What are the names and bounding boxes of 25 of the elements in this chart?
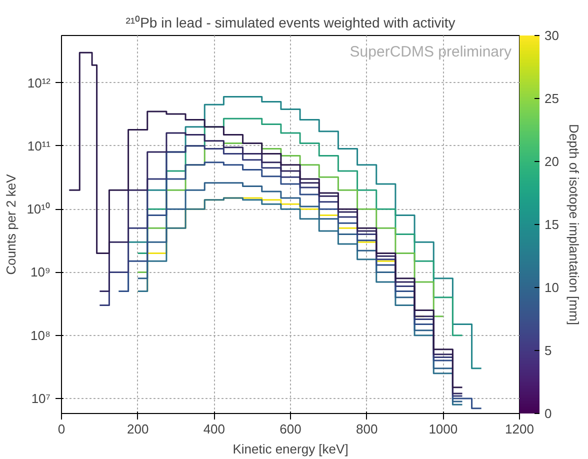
color-bar-label: 30: [544, 28, 559, 43]
x-tick-label: 0: [58, 422, 66, 436]
y-tick-label: 10¹²: [27, 75, 52, 90]
x-tick-label: 800: [356, 422, 378, 436]
y-tick-label: 10⁸: [30, 328, 51, 343]
color-bar-label: 20: [544, 154, 559, 169]
color-bar-label: 15: [544, 217, 559, 232]
y-tick-label: 10⁹: [30, 264, 51, 280]
chart-title: ²¹⁰Pb in lead - simulated events weighted with activity: [126, 14, 456, 30]
y-tick-label: 10¹¹: [27, 138, 52, 154]
color-bar-label: 25: [544, 91, 559, 106]
annotation: SuperCDMS preliminary: [350, 44, 512, 60]
color-bar-label: 10: [544, 280, 559, 295]
x-tick-label: 1200: [505, 422, 534, 436]
color-bar-label: 5: [544, 343, 552, 358]
x-axis-title: Kinetic energy [keV]: [232, 442, 348, 456]
x-tick-label: 200: [126, 422, 149, 436]
x-tick-label: 400: [203, 422, 226, 436]
y-axis-title: Counts per 2 keV: [4, 174, 19, 275]
color-bar-label: 0: [544, 406, 552, 421]
color-bar-title: Depth of isotope implantation [mm]: [566, 124, 582, 325]
y-tick-label: 10⁷: [31, 391, 51, 406]
x-tick-label: 1000: [428, 422, 458, 436]
y-tick-label: 10¹⁰: [26, 202, 51, 217]
x-tick-label: 600: [280, 422, 302, 436]
